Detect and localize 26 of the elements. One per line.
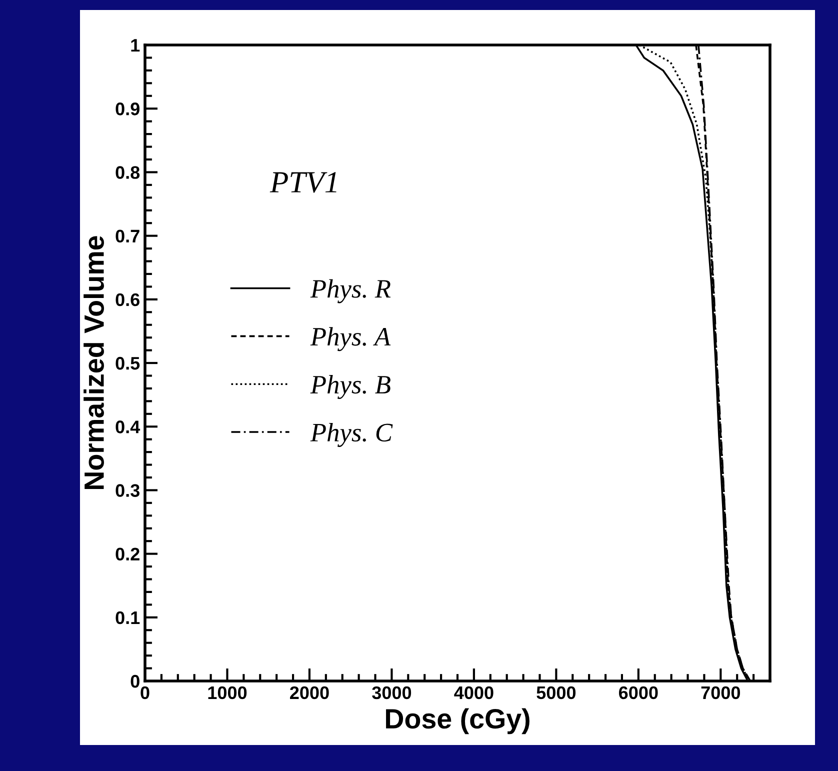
x-axis-title: Dose (cGy) <box>386 708 530 734</box>
y-tick-label: 0 <box>130 674 140 688</box>
x-tick-label: 7000 <box>701 686 740 700</box>
annotation: PTV1 <box>270 172 336 193</box>
legend-label: Phys. B <box>310 375 390 400</box>
y-tick-label: 0.7 <box>116 230 140 243</box>
y-tick-label: 0.5 <box>116 356 140 370</box>
x-tick-label: 3000 <box>372 686 412 700</box>
x-tick-label: 6000 <box>619 686 658 700</box>
legend-label: Phys. A <box>310 327 391 352</box>
x-tick-label: 2000 <box>290 686 329 700</box>
y-tick-label: 0.4 <box>116 420 140 434</box>
x-tick-label: 0 <box>140 686 150 700</box>
x-tick-label: 4000 <box>454 686 494 700</box>
legend-label: Phys. R <box>310 279 391 304</box>
legend-label: Phys. C <box>310 422 393 447</box>
y-tick-label: 0.6 <box>116 293 140 306</box>
x-tick-label: 1000 <box>208 686 247 700</box>
y-tick-label: 0.9 <box>116 102 140 116</box>
y-tick-label: 0.8 <box>116 166 140 179</box>
x-tick-label: 5000 <box>536 686 576 700</box>
y-tick-label: 0.1 <box>116 611 140 624</box>
y-tick-label: 0.3 <box>116 484 140 497</box>
y-axis-title: Normalized Volume <box>84 236 104 489</box>
y-tick-label: 0.2 <box>116 548 140 561</box>
y-tick-label: 1 <box>131 39 140 52</box>
